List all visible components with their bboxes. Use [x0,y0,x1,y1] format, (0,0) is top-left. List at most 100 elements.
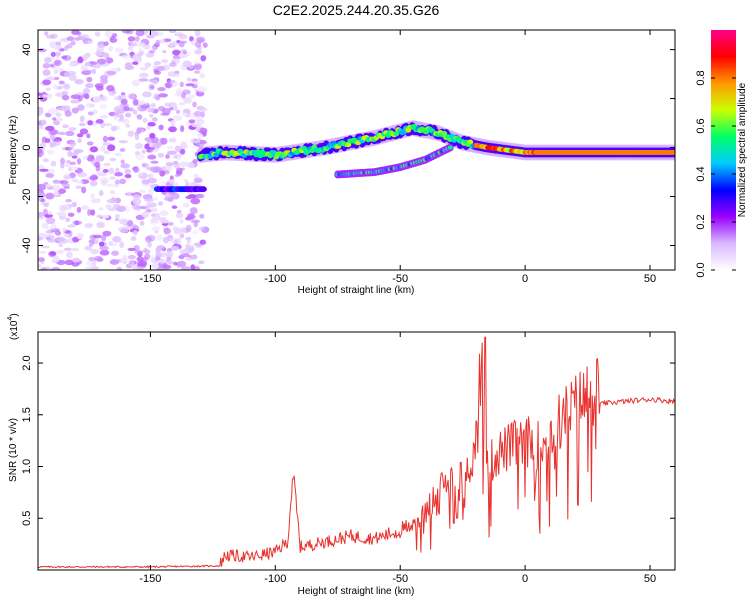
heatmap-cell [38,216,44,220]
heatmap-cell [90,61,98,65]
heatmap-cell [127,219,134,227]
heatmap-cell [179,81,184,88]
colorbar-label: Normalized spectral amplitude [737,82,748,217]
x-tick-label: -150 [139,273,161,285]
heatmap-cell [165,250,174,258]
heatmap-cell [45,192,55,200]
heatmap-cell [149,113,154,118]
heatmap-cell [98,207,104,211]
heatmap-cell [70,99,80,104]
heatmap-cell [135,153,145,160]
heatmap-cell [141,91,152,98]
heatmap-cell [165,154,170,159]
heatmap-cell [99,114,109,119]
heatmap-cell [61,55,68,60]
heatmap-cell [144,198,154,202]
heatmap-cell [85,40,94,45]
heatmap-cell [62,83,70,89]
heatmap-cell [38,263,42,268]
heatmap-cell [87,111,94,116]
heatmap-cell [150,213,156,217]
heatmap-cell [151,217,157,223]
heatmap-cell [140,104,150,109]
heatmap-cell [190,181,198,188]
heatmap-cell [43,203,50,208]
heatmap-cell [55,249,65,254]
heatmap-cell [169,62,177,68]
heatmap-cell [189,207,198,215]
heatmap-cell [62,227,67,233]
heatmap-cell [38,147,43,155]
colorbar-tick-label: 0.6 [695,118,707,133]
heatmap-cell [53,76,60,81]
heatmap-cell [174,173,180,177]
heatmap-cell [132,109,138,115]
heatmap-cell [38,107,44,115]
heatmap-cell [80,205,89,210]
heatmap-cell [38,211,45,218]
heatmap-cell [45,236,52,241]
heatmap-cell [109,190,116,195]
heatmap-cell [91,68,96,75]
heatmap-cell [57,188,67,194]
heatmap-cell [152,79,159,85]
spectrogram-x-axis-label: Height of straight line (km) [298,285,415,296]
heatmap-cell [178,41,185,48]
heatmap-cell [90,248,99,255]
heatmap-cell [50,142,56,148]
spectrogram-y-axis-label: Frequency (Hz) [8,116,19,185]
heatmap-cell [105,204,112,210]
heatmap-cell [196,133,204,137]
y-tick-label: 2.0 [21,355,33,370]
heatmap-cell [188,119,196,124]
heatmap-cell [175,167,183,174]
heatmap-cell [111,33,118,38]
heatmap-cell [78,122,86,127]
heatmap-cell [62,124,69,129]
heatmap-cell [187,161,195,169]
heatmap-cell [197,38,204,44]
heatmap-cell [97,171,107,177]
heatmap-cell [179,218,184,224]
chart-title: C2E2.2025.244.20.35.G26 [273,2,440,18]
heatmap-cell [76,133,84,138]
y-tick-label: 20 [21,92,33,104]
heatmap-cell [145,52,155,58]
heatmap-cell [156,244,165,250]
heatmap-cell [134,133,140,141]
heatmap-cell [51,184,61,192]
heatmap-cell [114,152,122,156]
heatmap-cell [136,127,142,134]
heatmap-cell [96,85,104,91]
heatmap-cell [183,144,188,149]
heatmap-cell [174,145,181,152]
heatmap-cell [96,214,102,218]
heatmap-cell [141,149,146,154]
heatmap-cell [90,192,95,199]
heatmap-cell [102,230,112,237]
heatmap-cell [38,232,48,238]
snr-x-axis-label: Height of straight line (km) [298,586,415,597]
heatmap-cell [144,62,152,68]
heatmap-cell [58,80,65,85]
heatmap-cell [64,233,70,238]
heatmap-cell [154,229,159,234]
heatmap-cell [106,84,115,92]
heatmap-cell [41,119,47,126]
heatmap-cell [194,30,201,37]
heatmap-cell [159,137,165,144]
heatmap-cell [99,249,110,256]
heatmap-cell [120,228,128,234]
heatmap-cell [172,49,181,56]
heatmap-cell [52,138,60,143]
heatmap-cell [193,60,200,66]
heatmap-cell [50,160,57,167]
heatmap-cell [55,236,66,242]
heatmap-cell [59,204,67,212]
heatmap-cell [158,93,168,98]
heatmap-cell [194,49,203,55]
heatmap-cell [87,120,94,126]
heatmap-cell [172,105,178,111]
heatmap-cell [178,102,186,106]
heatmap-cell [71,155,78,159]
